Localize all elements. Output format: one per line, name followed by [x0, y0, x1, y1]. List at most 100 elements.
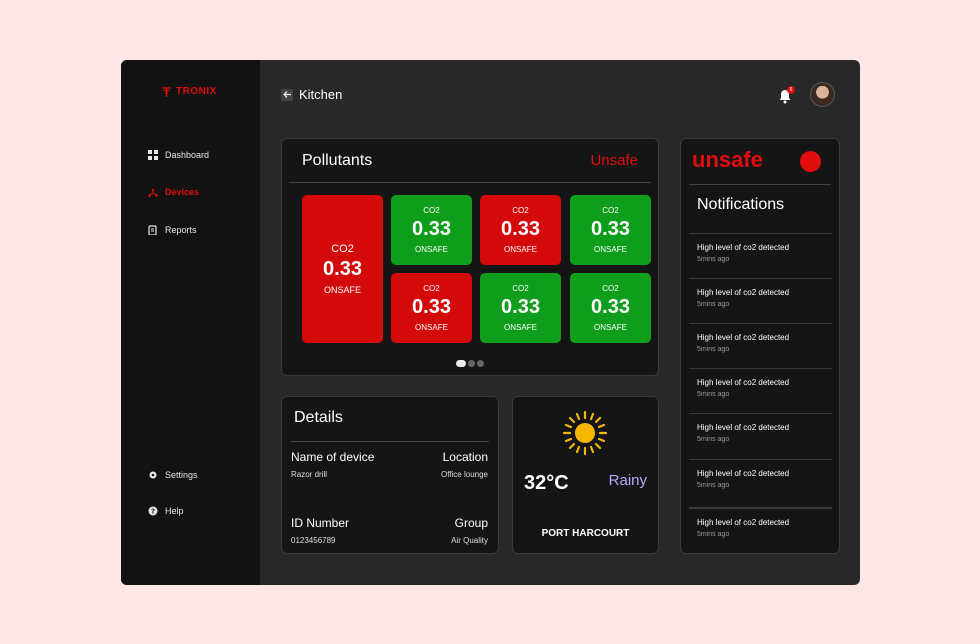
tile-status: ONSAFE	[594, 323, 627, 332]
group-value: Air Quality	[451, 536, 488, 545]
sidebar-item-help[interactable]: ? Help	[148, 506, 184, 516]
notification-text: High level of co2 detected	[697, 423, 790, 432]
tile-value: 0.33	[501, 296, 540, 318]
group-label: Group	[454, 516, 488, 530]
sidebar-item-settings[interactable]: Settings	[148, 470, 198, 480]
device-name-value: Razor drill	[291, 470, 328, 479]
logo-text: TRONIX	[176, 86, 217, 97]
notification-text: High level of co2 detected	[697, 288, 790, 297]
notification-item[interactable]: High level of co2 detected 5mins ago	[689, 459, 832, 489]
sidebar-item-label: Settings	[165, 470, 198, 480]
details-title: Details	[294, 409, 343, 426]
notification-item[interactable]: High level of co2 detected 5mins ago	[689, 323, 832, 353]
divider	[689, 184, 831, 185]
weather-card: 32°C Rainy PORT HARCOURT	[512, 396, 659, 554]
logo[interactable]: TRONIX	[161, 86, 217, 97]
carousel-dot[interactable]	[477, 360, 484, 367]
safety-status: unsafe	[692, 147, 763, 172]
tile-status: ONSAFE	[504, 245, 537, 254]
tile-value: 0.33	[323, 258, 362, 280]
avatar[interactable]	[810, 82, 835, 107]
sidebar-item-label: Dashboard	[165, 150, 210, 160]
notification-item[interactable]: High level of co2 detected 5mins ago	[689, 368, 832, 398]
page-header: Kitchen	[281, 87, 342, 102]
notification-time: 5mins ago	[697, 256, 730, 263]
carousel-pagination	[456, 360, 484, 367]
tile-status: ONSAFE	[504, 323, 537, 332]
sidebar-item-dashboard[interactable]: Dashboard	[148, 150, 209, 160]
location-value: Office lounge	[441, 470, 488, 479]
tile-name: CO2	[602, 284, 619, 293]
pollutants-status: Unsafe	[590, 152, 638, 169]
sidebar-item-label: Help	[165, 506, 184, 516]
carousel-dot[interactable]	[468, 360, 475, 367]
tile-value: 0.33	[591, 218, 630, 240]
sidebar-item-label: Reports	[165, 225, 197, 235]
tile-name: CO2	[512, 284, 529, 293]
tile-value: 0.33	[412, 296, 451, 318]
notifications-title: Notifications	[697, 196, 785, 213]
tile-name: CO2	[331, 243, 354, 255]
notification-item[interactable]: High level of co2 detected 5mins ago	[689, 233, 832, 263]
notification-text: High level of co2 detected	[697, 243, 790, 252]
sidebar-item-reports[interactable]: Reports	[148, 225, 197, 235]
app-window: TRONIX Dashboard Devices Reports Setting…	[121, 60, 860, 585]
pollutant-tile[interactable]: CO2 0.33 ONSAFE	[480, 273, 561, 343]
help-icon: ?	[148, 506, 158, 516]
pollutant-tile-main[interactable]: CO2 0.33 ONSAFE	[302, 195, 383, 343]
notification-text: High level of co2 detected	[697, 469, 790, 478]
report-icon	[148, 225, 157, 235]
tile-status: ONSAFE	[323, 285, 361, 295]
sidebar-item-devices[interactable]: Devices	[148, 187, 199, 197]
sun-icon	[562, 410, 608, 456]
tile-status: ONSAFE	[594, 245, 627, 254]
tile-status: ONSAFE	[415, 323, 448, 332]
pollutant-tile[interactable]: CO2 0.33 ONSAFE	[480, 195, 561, 265]
grid-icon	[148, 150, 158, 160]
notification-time: 5mins ago	[697, 531, 730, 538]
tile-status: ONSAFE	[415, 245, 448, 254]
tile-name: CO2	[423, 206, 440, 215]
devices-icon	[148, 188, 158, 197]
id-number-label: ID Number	[291, 516, 350, 530]
notification-item[interactable]: High level of co2 detected 5mins ago	[689, 278, 832, 308]
tile-value: 0.33	[412, 218, 451, 240]
notification-item[interactable]: High level of co2 detected 5mins ago	[689, 413, 832, 443]
alert-indicator	[800, 151, 821, 172]
tile-value: 0.33	[501, 218, 540, 240]
notification-item[interactable]: High level of co2 detected 5mins ago	[689, 507, 832, 538]
temperature: 32°C	[524, 472, 569, 494]
notification-text: High level of co2 detected	[697, 378, 790, 387]
gear-icon	[149, 471, 157, 479]
sidebar-item-label: Devices	[165, 187, 200, 197]
pollutant-tile[interactable]: CO2 0.33 ONSAFE	[570, 273, 651, 343]
divider	[289, 182, 651, 183]
tile-name: CO2	[512, 206, 529, 215]
pollutants-title: Pollutants	[302, 152, 373, 169]
tile-value: 0.33	[591, 296, 630, 318]
notifications-card: unsafe Notifications High level of co2 d…	[680, 138, 840, 554]
notification-time: 5mins ago	[697, 391, 730, 398]
pollutant-tile[interactable]: CO2 0.33 ONSAFE	[570, 195, 651, 265]
antenna-icon	[162, 87, 171, 97]
back-button[interactable]	[281, 88, 293, 101]
pollutant-tile[interactable]: CO2 0.33 ONSAFE	[391, 195, 472, 265]
sidebar: TRONIX Dashboard Devices Reports Setting…	[121, 60, 260, 585]
pollutants-card: Pollutants Unsafe CO2 0.33 ONSAFE CO2 0.…	[281, 138, 659, 376]
tile-name: CO2	[602, 206, 619, 215]
notification-time: 5mins ago	[697, 346, 730, 353]
notification-time: 5mins ago	[697, 482, 730, 489]
divider	[291, 441, 489, 442]
pollutant-tile[interactable]: CO2 0.33 ONSAFE	[391, 273, 472, 343]
notification-count-badge: 6	[787, 86, 795, 94]
carousel-dot[interactable]	[456, 360, 466, 367]
id-number-value: 0123456789	[291, 536, 336, 545]
page-title: Kitchen	[299, 87, 343, 102]
svg-text:?: ?	[151, 508, 155, 516]
notification-bell-button[interactable]: 6	[777, 86, 795, 104]
location-label: Location	[442, 450, 488, 464]
notification-time: 5mins ago	[697, 436, 730, 443]
weather-condition: Rainy	[608, 472, 647, 489]
city-name: PORT HARCOURT	[541, 528, 630, 539]
device-name-label: Name of device	[291, 450, 375, 464]
